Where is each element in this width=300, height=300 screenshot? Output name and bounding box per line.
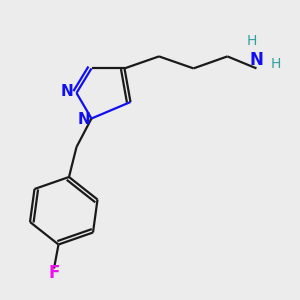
Text: H: H	[271, 57, 281, 70]
Text: H: H	[247, 34, 257, 48]
Text: F: F	[48, 264, 60, 282]
Text: N: N	[61, 84, 74, 99]
Text: N: N	[250, 51, 263, 69]
Text: N: N	[78, 112, 90, 128]
